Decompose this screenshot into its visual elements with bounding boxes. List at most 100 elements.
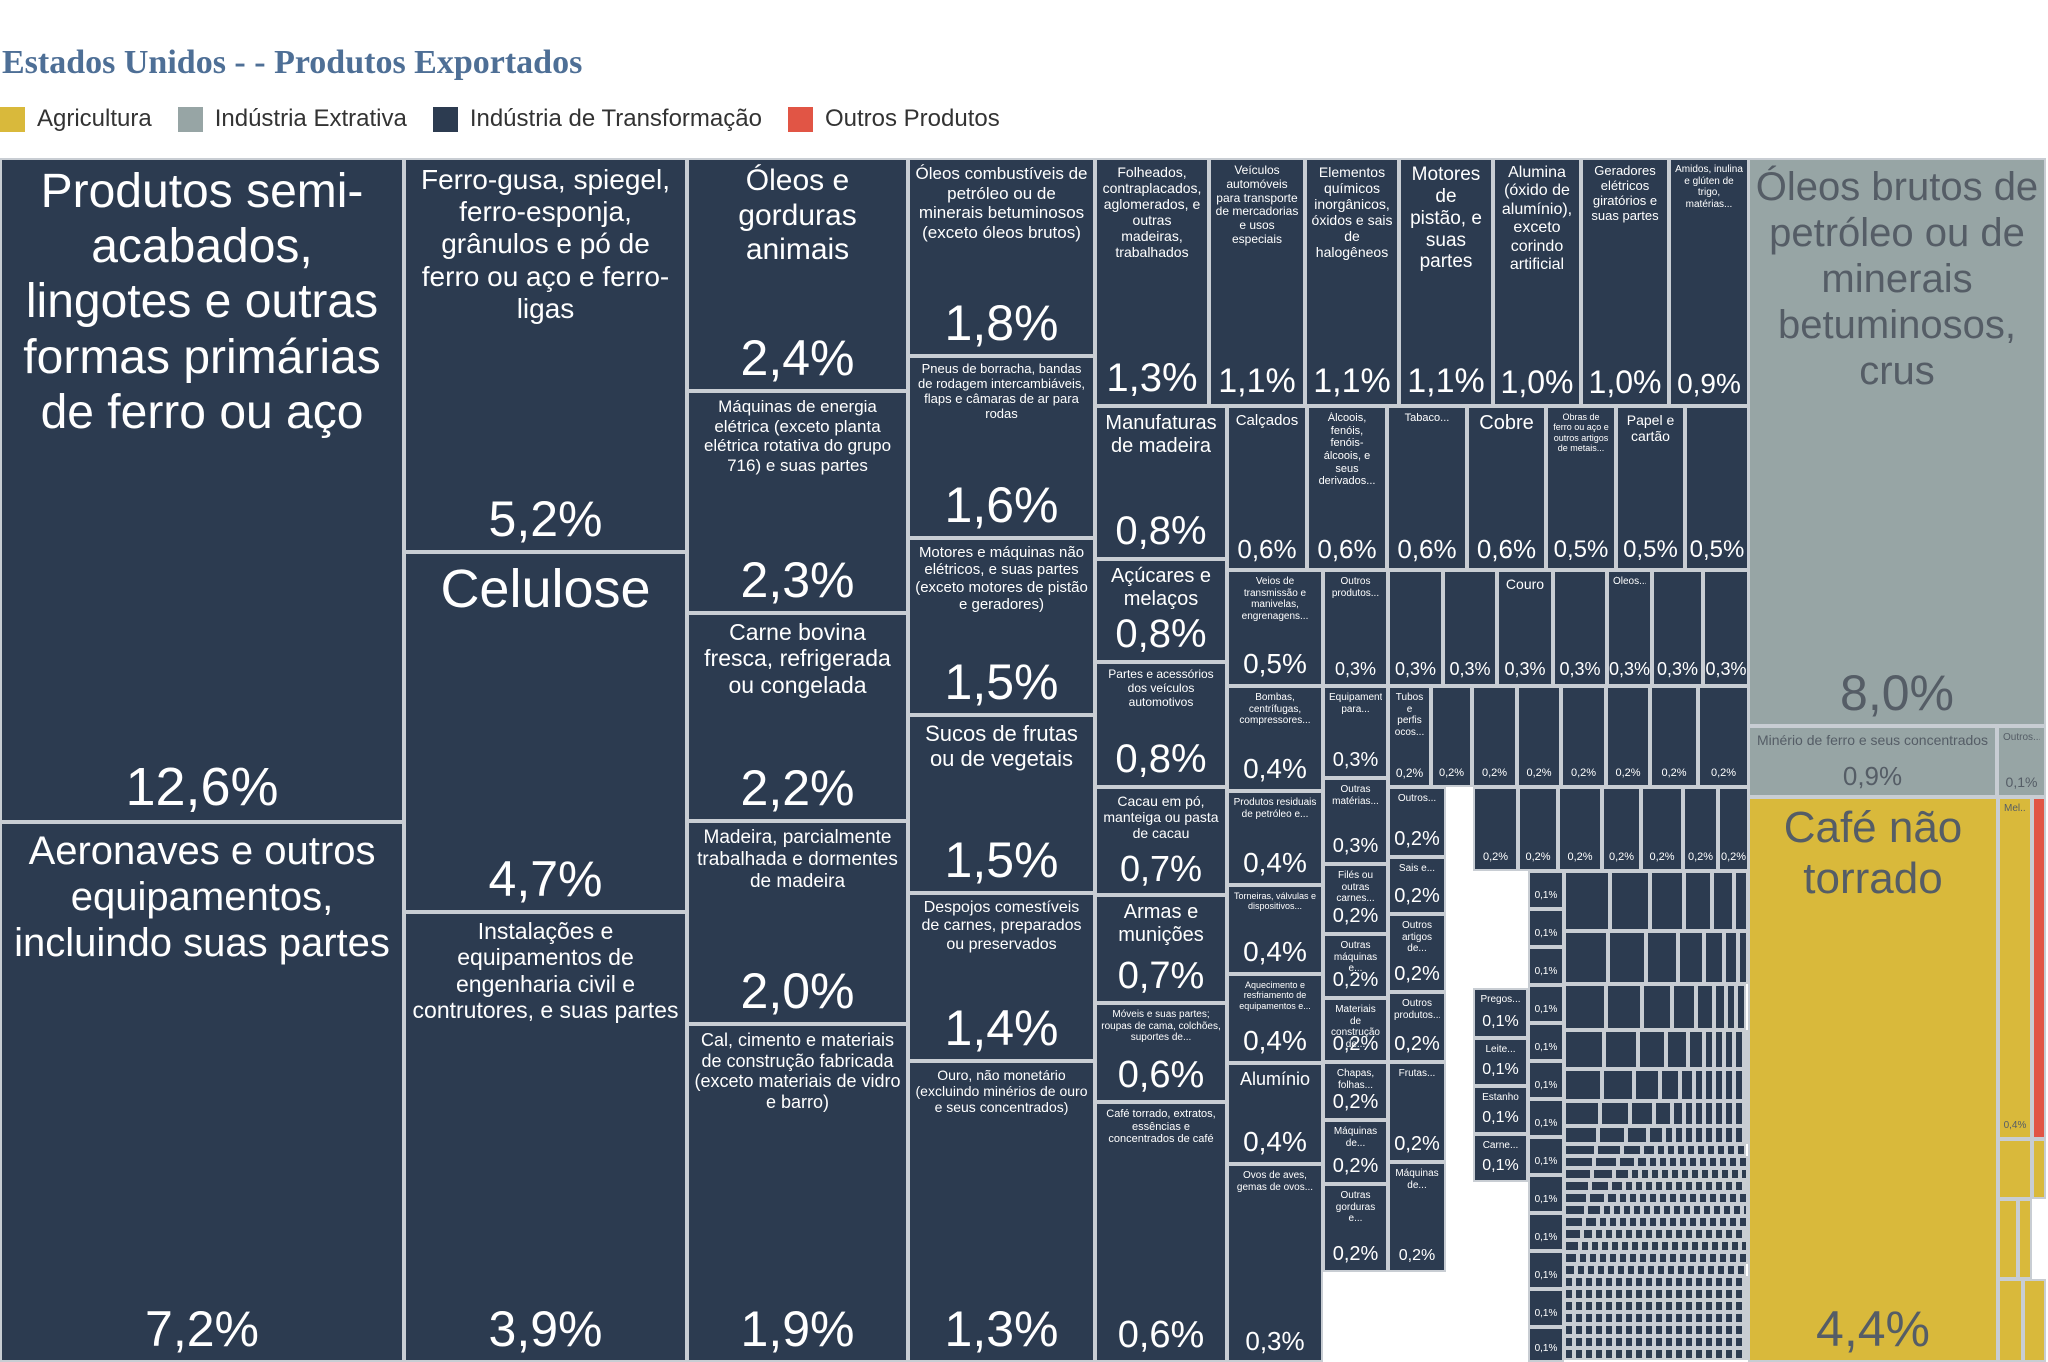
treemap-tile-small[interactable]	[1604, 1324, 1614, 1336]
treemap-tile-small[interactable]	[1608, 1216, 1618, 1228]
treemap-tile-small[interactable]	[1584, 1336, 1594, 1348]
treemap-tile-small[interactable]	[1656, 1144, 1666, 1156]
treemap-tile-small[interactable]	[1704, 1336, 1714, 1348]
treemap-tile-small[interactable]	[1598, 1252, 1608, 1264]
treemap-tile-small[interactable]: 0,1%	[1528, 1137, 1564, 1175]
treemap-tile-small[interactable]	[1564, 1168, 1592, 1180]
treemap-tile-small[interactable]	[1618, 1252, 1628, 1264]
treemap-tile-small[interactable]	[1724, 1276, 1734, 1288]
treemap-tile[interactable]: Madeira, parcialmente trabalhada e dorme…	[687, 821, 908, 1024]
treemap-tile-small[interactable]	[1684, 1324, 1694, 1336]
treemap-tile-small[interactable]	[1564, 1156, 1594, 1168]
treemap-tile-small[interactable]	[1714, 1336, 1724, 1348]
treemap-tile-small[interactable]	[1594, 1348, 1604, 1360]
treemap-tile-small[interactable]	[1606, 1264, 1616, 1276]
treemap-tile-small[interactable]	[1724, 1312, 1734, 1324]
treemap-tile-small[interactable]	[1564, 1144, 1596, 1156]
treemap-tile-small[interactable]	[1664, 1126, 1674, 1144]
treemap-tile-small[interactable]	[1648, 1156, 1658, 1168]
treemap-tile-small[interactable]: 0,1%	[1528, 947, 1564, 985]
treemap-tile-small[interactable]	[1724, 1288, 1734, 1300]
treemap-tile-small[interactable]	[1640, 1240, 1650, 1252]
treemap-tile-small[interactable]	[1724, 1030, 1734, 1069]
treemap-tile-small[interactable]	[1624, 1180, 1634, 1192]
treemap-tile-small[interactable]	[1634, 1288, 1644, 1300]
treemap-tile-small[interactable]	[1734, 1126, 1744, 1144]
treemap-tile[interactable]: Aeronaves e outros equipamentos, incluin…	[0, 822, 404, 1362]
treemap-tile-small[interactable]	[1710, 1168, 1720, 1180]
treemap-tile[interactable]: Máquinas de... 0,2%	[1323, 1120, 1388, 1184]
treemap-tile-small[interactable]	[1690, 1168, 1700, 1180]
treemap-tile-small[interactable]	[1718, 1192, 1728, 1204]
treemap-tile[interactable]: Produtos residuais de petróleo e... 0,4%	[1227, 791, 1323, 885]
treemap-tile-small[interactable]	[1684, 1312, 1694, 1324]
treemap-tile-small[interactable]	[1674, 1228, 1684, 1240]
treemap-tile-small[interactable]	[1740, 1240, 1748, 1252]
treemap-tile-small[interactable]	[1744, 1276, 1748, 1288]
treemap-tile-small[interactable]	[1652, 1204, 1662, 1216]
treemap-tile-small[interactable]	[1724, 1101, 1734, 1126]
treemap-tile-small[interactable]	[1720, 1168, 1730, 1180]
treemap-tile-small[interactable]	[1684, 1126, 1694, 1144]
treemap-tile[interactable]: Ouro, não monetário (excluindo minérios …	[908, 1061, 1095, 1362]
treemap-tile-small[interactable]	[1728, 1192, 1738, 1204]
treemap-tile-small[interactable]	[1600, 1101, 1630, 1126]
treemap-tile[interactable]: Calçados 0,6%	[1227, 406, 1307, 570]
treemap-tile[interactable]: Partes e acessórios dos veículos automot…	[1095, 662, 1227, 787]
treemap-tile-small[interactable]	[1574, 1300, 1584, 1312]
treemap-tile-small[interactable]	[1584, 1216, 1598, 1228]
treemap-tile[interactable]: Armas e munições 0,7%	[1095, 895, 1227, 1003]
treemap-tile-agricultura-small[interactable]	[1998, 1139, 2032, 1199]
treemap-tile-small[interactable]	[1574, 1312, 1584, 1324]
treemap-tile-small[interactable]	[1564, 1101, 1600, 1126]
treemap-tile-small[interactable]	[1664, 1336, 1674, 1348]
treemap-tile-small[interactable]	[1734, 1348, 1744, 1360]
treemap-tile-small[interactable]	[1618, 1216, 1628, 1228]
treemap-tile-small[interactable]	[1644, 1228, 1654, 1240]
treemap-tile-small[interactable]	[1674, 1288, 1684, 1300]
treemap-tile-small[interactable]	[1668, 1156, 1678, 1168]
treemap-tile-small[interactable]	[1726, 984, 1736, 1030]
treemap-tile-small[interactable]	[1704, 1030, 1714, 1069]
treemap-tile-small[interactable]	[1704, 1180, 1714, 1192]
treemap-tile[interactable]: Móveis e suas partes; roupas de cama, co…	[1095, 1003, 1227, 1102]
treemap-tile-small[interactable]	[1736, 1264, 1746, 1276]
treemap-tile-small[interactable]	[1564, 1324, 1574, 1336]
treemap-tile-small[interactable]	[1686, 1144, 1696, 1156]
treemap-tile[interactable]: Manufaturas de madeira 0,8%	[1095, 406, 1227, 559]
treemap-tile-small[interactable]	[1564, 1180, 1590, 1192]
treemap-tile-small[interactable]	[1704, 1101, 1714, 1126]
treemap-tile-small[interactable]	[1684, 1300, 1694, 1312]
treemap-tile-small[interactable]	[1564, 1276, 1574, 1288]
treemap-tile-small[interactable]	[1624, 1300, 1634, 1312]
treemap-tile-small[interactable]	[1648, 1192, 1658, 1204]
treemap-tile-small[interactable]: 0,2%	[1718, 787, 1749, 871]
treemap-tile-small[interactable]	[1664, 1312, 1674, 1324]
treemap-tile-small[interactable]	[1622, 1204, 1632, 1216]
legend-item-agricultura[interactable]: Agricultura	[0, 105, 152, 133]
treemap-tile[interactable]: Celulose 4,7%	[404, 552, 687, 912]
treemap-tile-small[interactable]: 0,1%	[1528, 909, 1564, 947]
treemap-tile-small[interactable]	[1702, 1204, 1712, 1216]
treemap-tile-small[interactable]	[1744, 1069, 1748, 1101]
treemap-tile-small[interactable]	[1672, 1101, 1684, 1126]
treemap-tile[interactable]: Ferro-gusa, spiegel, ferro-esponja, grân…	[404, 158, 687, 552]
treemap-tile-small[interactable]	[1600, 1240, 1610, 1252]
treemap-tile-small[interactable]	[1714, 1312, 1724, 1324]
treemap-tile-small[interactable]	[1688, 1192, 1698, 1204]
treemap-tile-small[interactable]	[1734, 871, 1748, 931]
treemap-tile-small[interactable]	[1594, 1228, 1604, 1240]
treemap-tile-small[interactable]	[1724, 1336, 1734, 1348]
treemap-tile-small[interactable]	[1654, 1336, 1664, 1348]
treemap-tile-small[interactable]	[1726, 1144, 1736, 1156]
treemap-tile-small[interactable]: 0,2%	[1602, 787, 1641, 871]
treemap-tile-small[interactable]	[1634, 1276, 1644, 1288]
treemap-tile-small[interactable]	[1626, 1126, 1648, 1144]
treemap-tile-small[interactable]	[1744, 1324, 1748, 1336]
treemap-tile-small[interactable]	[1684, 1180, 1694, 1192]
treemap-tile-small[interactable]	[1744, 1180, 1748, 1192]
treemap-tile-small[interactable]	[1688, 1156, 1698, 1168]
treemap-tile-small[interactable]	[1724, 1300, 1734, 1312]
treemap-tile-small[interactable]	[1658, 1192, 1668, 1204]
treemap-tile-small[interactable]	[1730, 1240, 1740, 1252]
